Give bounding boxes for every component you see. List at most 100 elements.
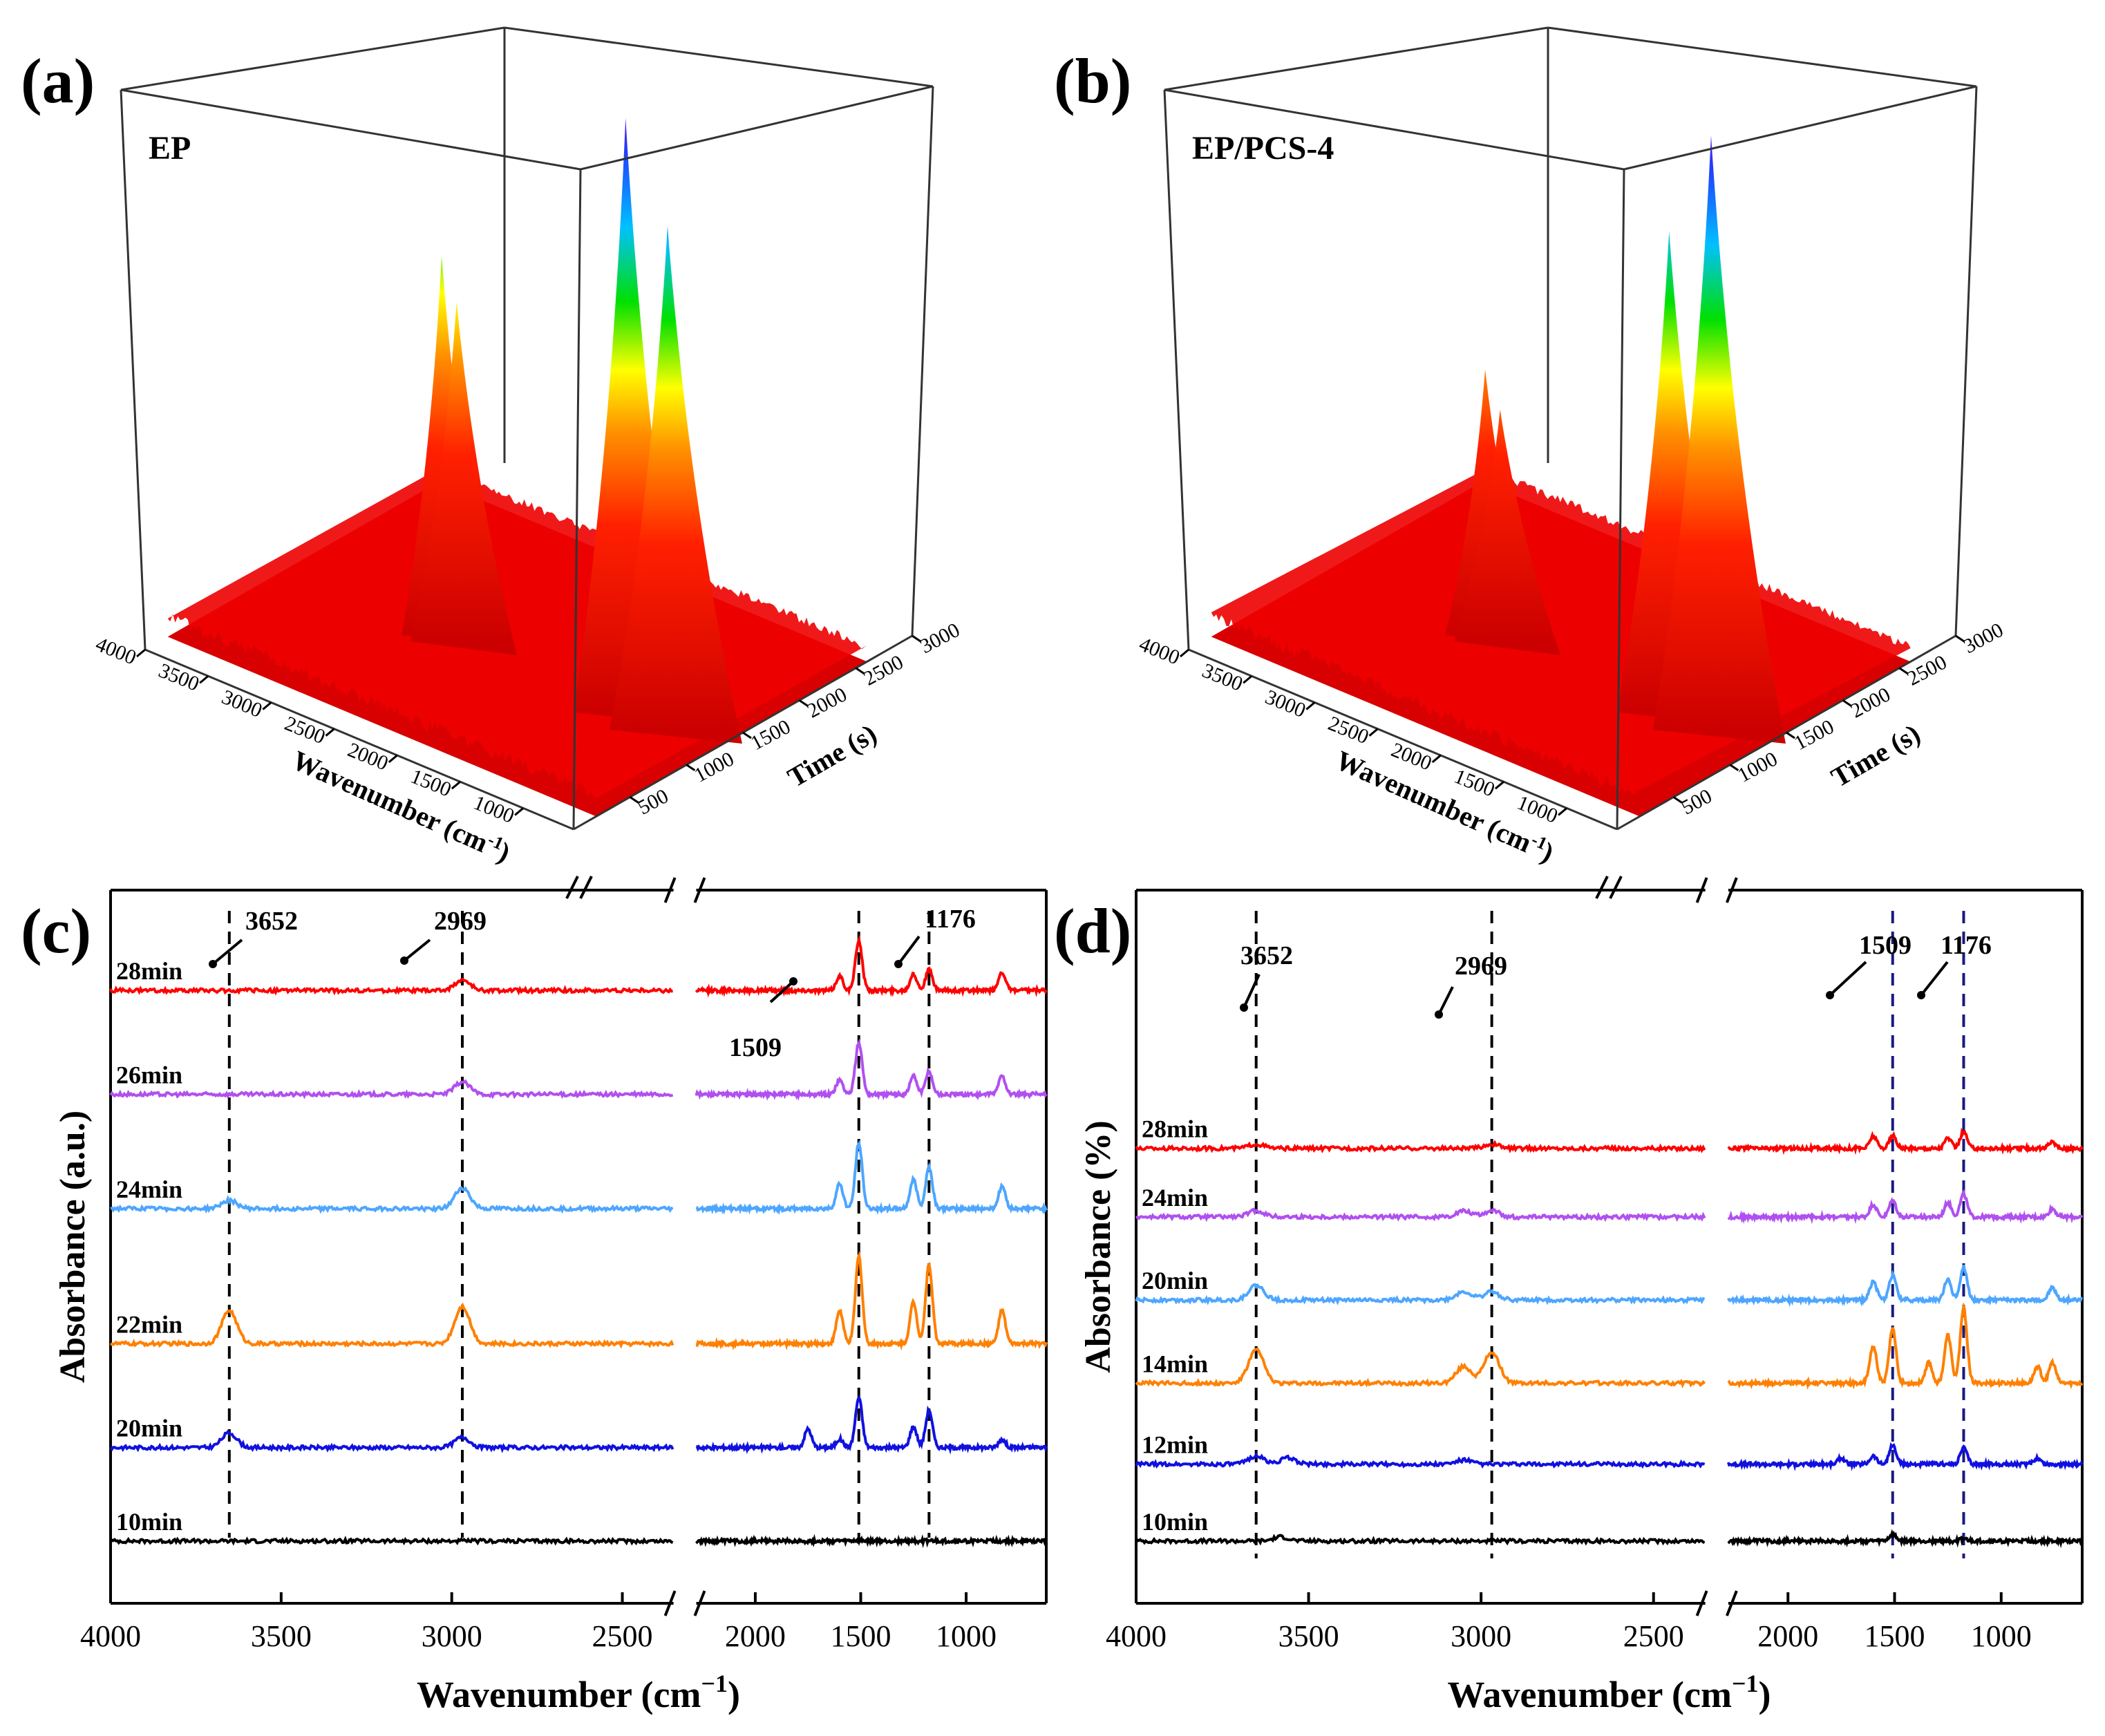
panel-label-d: (d) xyxy=(1054,896,1131,966)
series-line-24min xyxy=(1135,1207,1706,1223)
box-edge-front xyxy=(1623,85,1977,171)
y-axis-label: Absorbance (%) xyxy=(1079,1120,1118,1372)
x-tick-label: 1500 xyxy=(830,1619,891,1653)
series-line-24min xyxy=(1727,1189,2084,1225)
panel-label-b: (b) xyxy=(1054,46,1131,116)
inset-label: EP/PCS-4 xyxy=(1192,130,1334,167)
axis-break-mark xyxy=(1726,1590,1738,1616)
box-edge-front xyxy=(580,85,934,171)
x-axis-label: Wavenumber (cm−1) xyxy=(417,1670,740,1715)
series-label-24min: 24min xyxy=(1142,1184,1208,1211)
box-edge xyxy=(120,89,147,650)
x-tick-label: 3500 xyxy=(251,1619,312,1653)
axis-break-mark xyxy=(1695,1590,1708,1616)
series-line-22min xyxy=(695,1250,1048,1351)
series-label-14min: 14min xyxy=(1142,1350,1208,1377)
x-tick-label: 3500 xyxy=(1199,659,1246,696)
x-tick-label: 2000 xyxy=(1757,1619,1818,1653)
series-line-12min xyxy=(1727,1442,2084,1471)
box-edge-front xyxy=(120,88,581,171)
x-tick-label: 1000 xyxy=(471,791,518,828)
series-line-28min xyxy=(1135,1140,1706,1153)
annotation-arrow-1509 xyxy=(1829,961,1867,997)
box-edge xyxy=(1954,86,1978,636)
x-tick-label: 2000 xyxy=(725,1619,786,1653)
y-tick xyxy=(742,731,752,739)
series-line-26min xyxy=(109,1079,674,1100)
panel-break-mark xyxy=(579,876,593,899)
inset-label: EP xyxy=(149,130,191,167)
annotation-2969: 2969 xyxy=(1455,952,1507,981)
x-tick-label: 1000 xyxy=(1514,791,1561,828)
x-tick-label: 1000 xyxy=(1971,1619,2032,1653)
annotation-arrow-3652 xyxy=(211,938,243,965)
series-line-10min xyxy=(1135,1534,1706,1546)
y-tick-label: 2500 xyxy=(860,651,907,690)
series-line-22min xyxy=(109,1302,674,1349)
x-tick xyxy=(451,781,461,790)
y-tick xyxy=(1955,634,1965,643)
x-tick xyxy=(262,701,272,710)
series-label-22min: 22min xyxy=(116,1310,182,1338)
series-line-24min xyxy=(110,1186,674,1214)
x-tick xyxy=(1558,807,1568,816)
series-line-24min xyxy=(695,1140,1048,1216)
x-tick-label: 2500 xyxy=(281,712,328,748)
x-tick-label: 2500 xyxy=(1623,1619,1684,1653)
x-axis-label-end: ) xyxy=(728,1674,740,1715)
x-tick xyxy=(325,728,335,737)
x-tick xyxy=(1243,675,1253,684)
x-tick xyxy=(1368,728,1379,737)
axis-break-mark xyxy=(693,1590,706,1616)
panel-label-c: (c) xyxy=(21,896,91,966)
x-tick xyxy=(1305,701,1316,710)
x-tick-label: 3000 xyxy=(218,686,265,722)
x-tick-label: 2500 xyxy=(1325,712,1372,748)
annotation-1509: 1509 xyxy=(1859,931,1912,960)
x-tick-label: 3000 xyxy=(1262,686,1309,722)
annotation-1176: 1176 xyxy=(925,905,976,934)
series-line-28min xyxy=(695,934,1048,998)
series-line-14min xyxy=(1135,1348,1706,1389)
annotation-1176: 1176 xyxy=(1941,931,1992,960)
panel-label-a: (a) xyxy=(21,46,95,116)
y-tick xyxy=(1898,667,1909,674)
x-tick-label: 3500 xyxy=(155,659,202,696)
surface-peak-2850 xyxy=(1454,409,1560,655)
box-edge-front xyxy=(1188,648,1618,831)
series-line-20min xyxy=(1135,1283,1706,1305)
y-axis-label: Absorbance (a.u.) xyxy=(53,1111,93,1383)
y-tick xyxy=(1729,764,1739,771)
x-tick xyxy=(1431,754,1442,764)
series-line-28min xyxy=(109,977,673,996)
annotation-1509: 1509 xyxy=(729,1033,782,1062)
x-axis-label: Wavenumber (cm−1) xyxy=(1448,1670,1771,1715)
arrowhead-1176 xyxy=(894,960,903,968)
series-line-28min xyxy=(1727,1127,2084,1155)
arrowhead-1509 xyxy=(1826,991,1834,999)
box-edge-front xyxy=(1616,169,1625,830)
annotation-2969: 2969 xyxy=(434,907,487,936)
y-tick xyxy=(1672,796,1683,804)
arrowhead-3652 xyxy=(209,960,217,968)
x-tick-label: 1500 xyxy=(1865,1619,1925,1653)
series-label-28min: 28min xyxy=(116,957,182,985)
surface-peak-2850 xyxy=(410,301,517,655)
box-edge xyxy=(120,26,505,91)
box-edge xyxy=(1547,26,1977,88)
box-edge xyxy=(1163,89,1190,650)
surface-peak-1176 xyxy=(609,226,742,744)
series-label-26min: 26min xyxy=(116,1062,182,1089)
arrowhead-1176 xyxy=(1917,991,1925,999)
x-tick-label: 3000 xyxy=(422,1619,482,1653)
x-axis-label-sup: −1 xyxy=(701,1670,728,1697)
x-tick-label: 3000 xyxy=(1451,1619,1511,1653)
y-tick xyxy=(1842,699,1852,707)
annotation-arrow-2969 xyxy=(1437,986,1454,1015)
x-tick-label: 4000 xyxy=(1106,1619,1167,1653)
series-line-26min xyxy=(695,1038,1048,1102)
box-edge xyxy=(1164,26,1549,91)
box-edge-front xyxy=(144,648,574,831)
series-line-12min xyxy=(1135,1452,1706,1469)
